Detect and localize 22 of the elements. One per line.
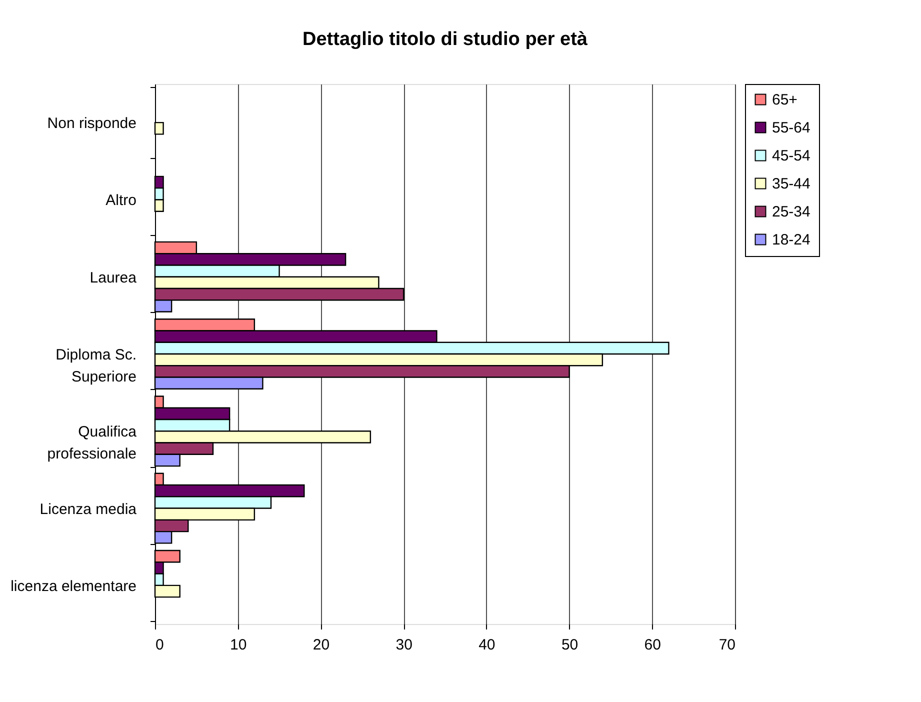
y-tick-label: Licenza media	[40, 500, 138, 518]
y-tick-label: Qualifica professionale	[47, 424, 138, 463]
y-tick-label: Diploma Sc. Superiore	[56, 346, 136, 386]
legend-label: 65+	[772, 92, 798, 108]
x-tick-label: 40	[478, 636, 496, 654]
y-tick-label: Laurea	[90, 269, 138, 286]
legend-label: 55-64	[772, 120, 810, 136]
legend-label: 25-34	[772, 204, 810, 220]
x-tick-label: 10	[230, 636, 247, 654]
legend-label: 18-24	[772, 232, 810, 248]
x-tick-label: 30	[396, 636, 412, 654]
y-tick-label: licenza elementare	[10, 578, 136, 595]
legend-label: 45-54	[772, 148, 810, 164]
x-tick-label: 50	[561, 636, 578, 654]
y-tick-label: Altro	[106, 192, 136, 210]
chart-title: Dettaglio titolo di studio per età	[302, 29, 588, 50]
legend-label: 35-44	[772, 176, 810, 192]
x-tick-label: 70	[718, 636, 736, 654]
x-tick-label: 0	[156, 636, 164, 654]
x-tick-label: 20	[312, 636, 330, 654]
y-tick-label: Non risponde	[47, 115, 136, 132]
x-tick-label: 60	[644, 636, 661, 654]
